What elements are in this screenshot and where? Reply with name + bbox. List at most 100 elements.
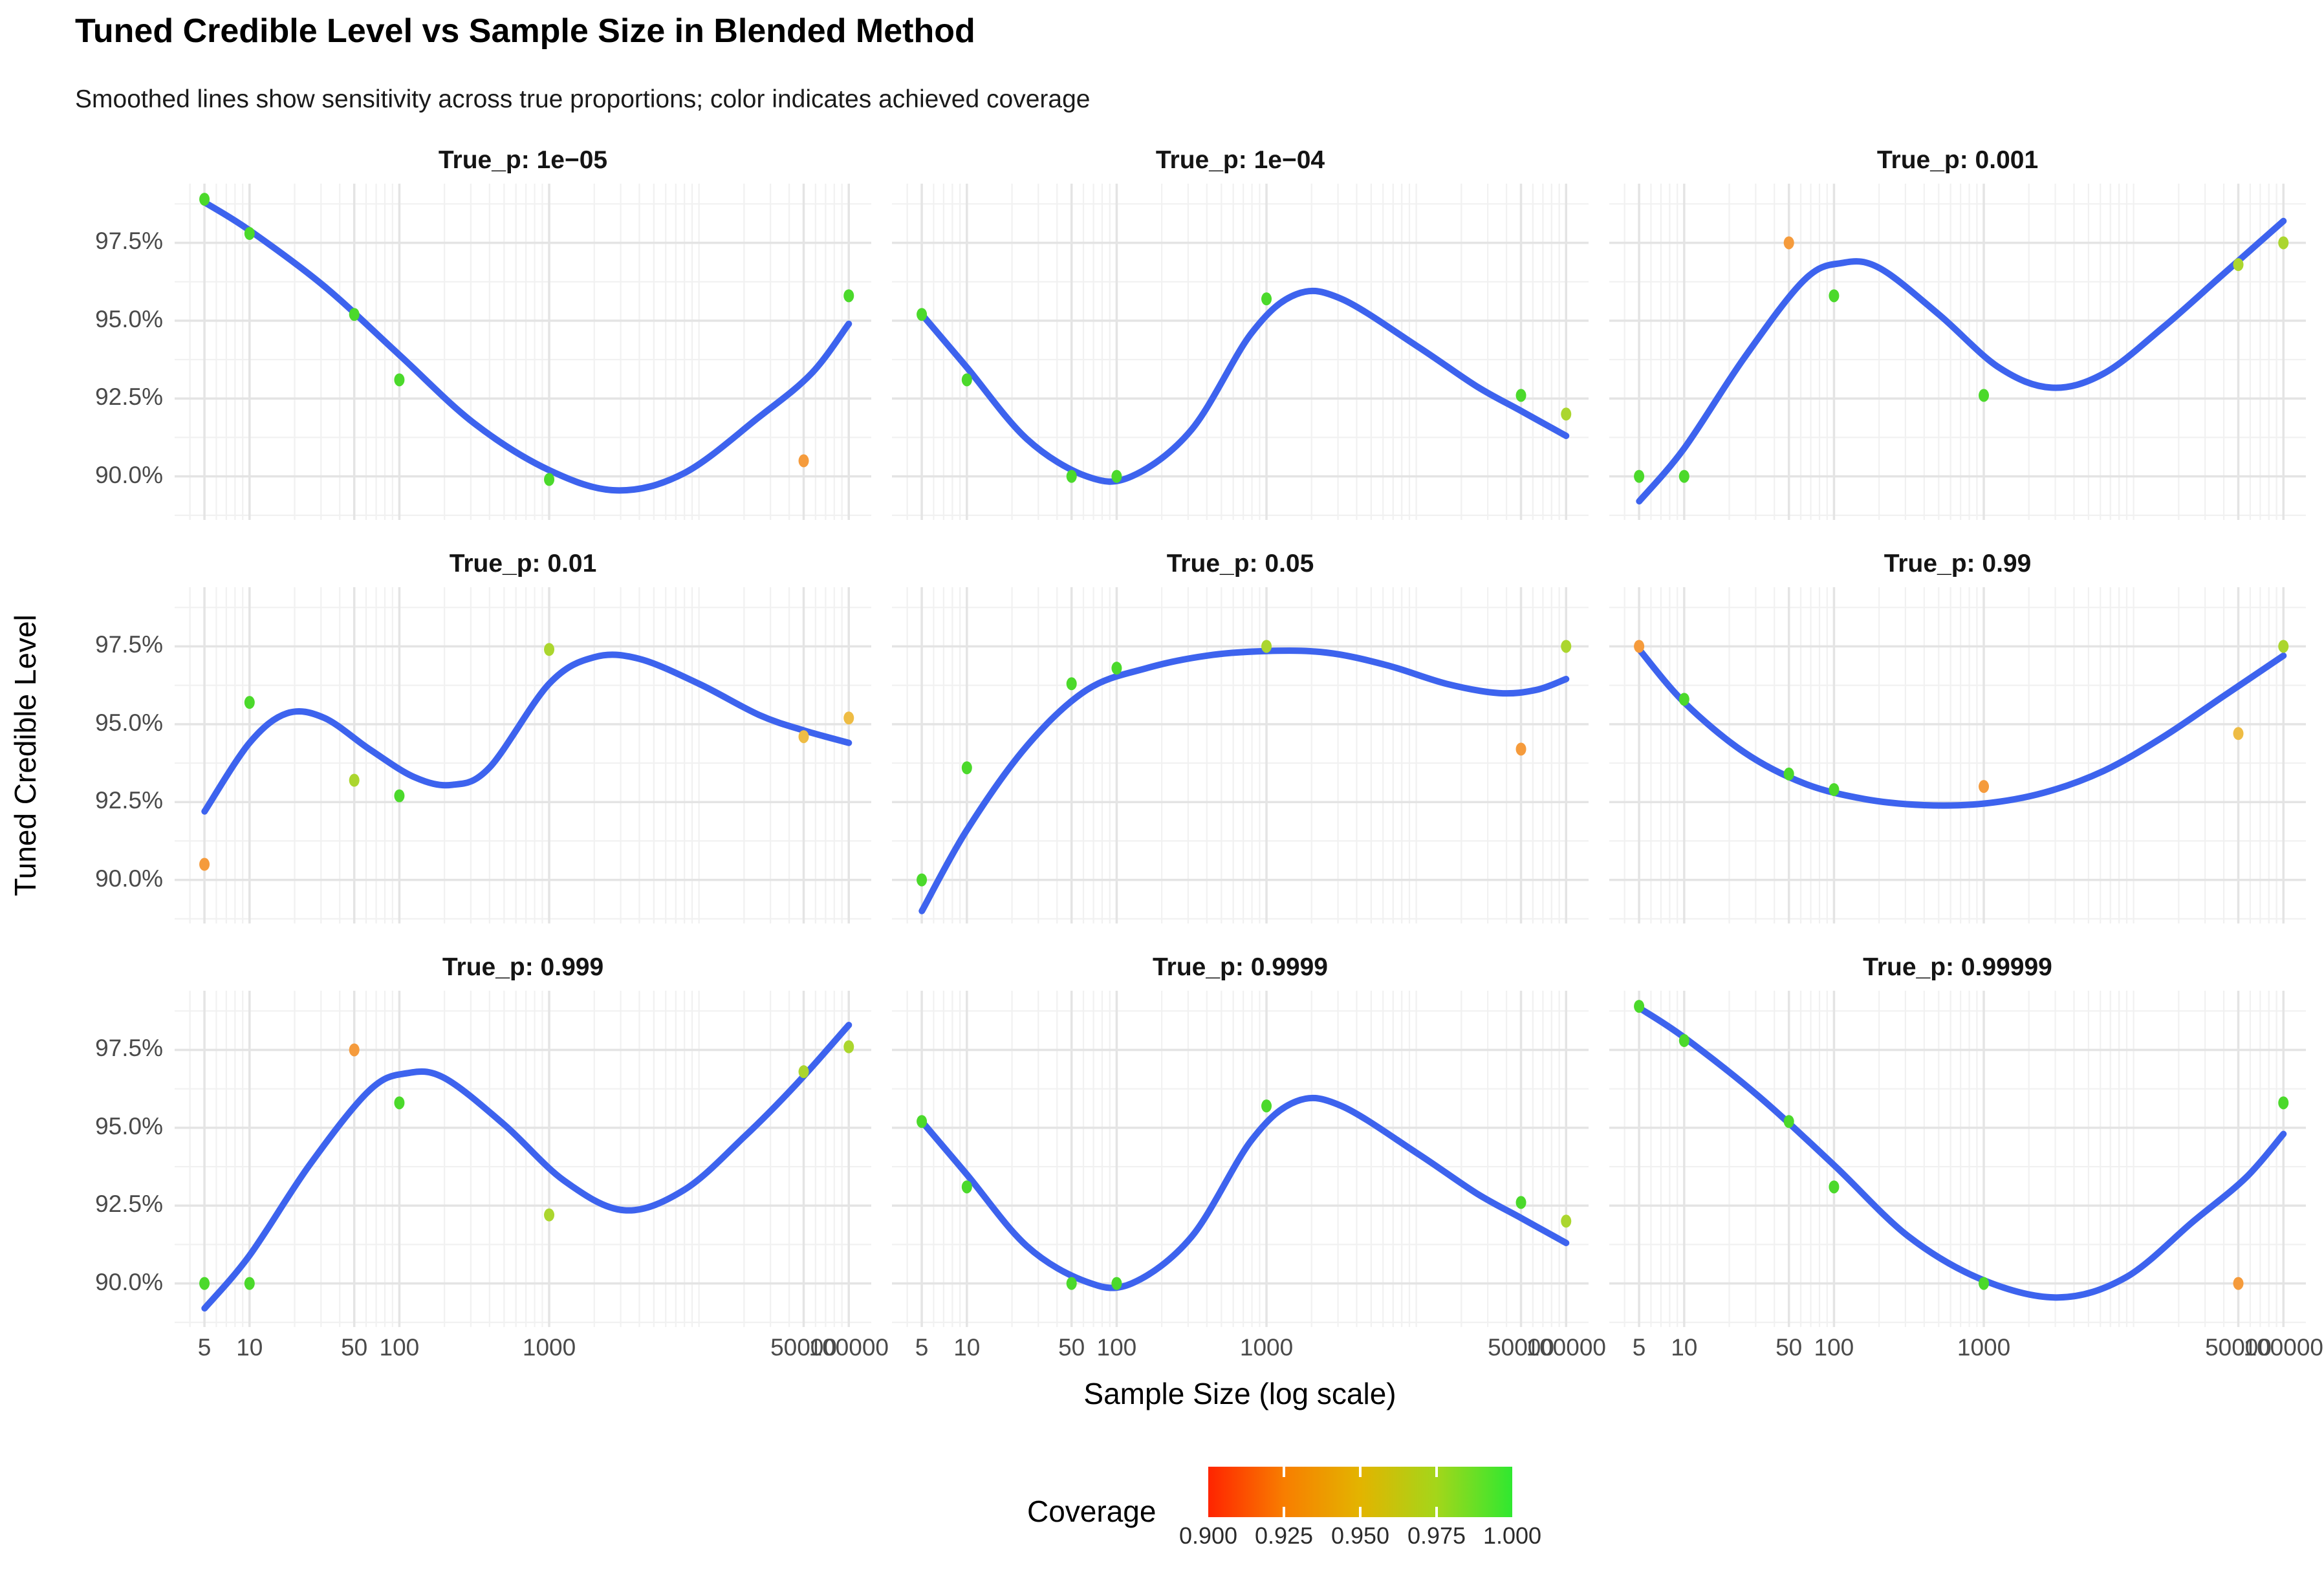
facet-panel-3 bbox=[1609, 184, 2306, 520]
y-tick-label: 97.5% bbox=[95, 631, 163, 658]
data-point bbox=[1561, 1214, 1572, 1228]
data-point bbox=[1979, 1277, 1990, 1290]
data-point bbox=[843, 1040, 854, 1053]
y-tick-label: 90.0% bbox=[95, 865, 163, 892]
data-point bbox=[1783, 767, 1794, 781]
y-tick-label: 90.0% bbox=[95, 1268, 163, 1295]
data-point bbox=[2278, 236, 2289, 250]
smooth-line bbox=[918, 1094, 1570, 1291]
legend-tick-label: 1.000 bbox=[1482, 1522, 1542, 1549]
legend-notch bbox=[1435, 1467, 1438, 1477]
y-tick-label: 95.0% bbox=[95, 305, 163, 332]
legend-notch bbox=[1359, 1467, 1362, 1477]
x-axis-title: Sample Size (log scale) bbox=[1083, 1377, 1396, 1410]
data-point bbox=[244, 227, 255, 241]
data-point bbox=[1261, 640, 1272, 653]
y-axis-title: Tuned Credible Level bbox=[8, 614, 42, 896]
data-point bbox=[1829, 783, 1840, 796]
data-point bbox=[2233, 258, 2244, 272]
y-tick-label: 92.5% bbox=[95, 1191, 163, 1218]
facet-strip-5: True_p: 0.05 bbox=[1166, 550, 1314, 578]
data-point bbox=[1829, 1180, 1840, 1194]
data-point bbox=[199, 193, 210, 206]
data-point bbox=[917, 308, 928, 321]
x-tick-label: 10 bbox=[953, 1334, 981, 1361]
data-point bbox=[394, 373, 405, 387]
x-tick-label: 1000 bbox=[1957, 1334, 2011, 1361]
x-tick-label: 100 bbox=[1096, 1334, 1137, 1361]
y-tick-label: 92.5% bbox=[95, 383, 163, 411]
data-point bbox=[1515, 1196, 1526, 1209]
data-point bbox=[199, 1277, 210, 1290]
facet-panel-2 bbox=[892, 184, 1589, 520]
smooth-line bbox=[918, 287, 1570, 485]
smooth-line bbox=[1636, 1004, 2287, 1301]
y-tick-label: 97.5% bbox=[95, 1035, 163, 1062]
data-point bbox=[1261, 292, 1272, 306]
data-point bbox=[1678, 1034, 1689, 1048]
data-point bbox=[1515, 389, 1526, 402]
x-tick-label: 100000 bbox=[809, 1334, 889, 1361]
data-point bbox=[1111, 1277, 1122, 1290]
x-tick-label: 100000 bbox=[1526, 1334, 1606, 1361]
smooth-line bbox=[201, 651, 852, 815]
legend-notch bbox=[1435, 1507, 1438, 1517]
x-tick-label: 1000 bbox=[1239, 1334, 1294, 1361]
data-point bbox=[544, 473, 555, 486]
x-tick-label: 100 bbox=[379, 1334, 420, 1361]
data-point bbox=[199, 858, 210, 871]
facet-strip-4: True_p: 0.01 bbox=[449, 550, 597, 578]
data-point bbox=[1066, 470, 1077, 483]
data-point bbox=[1979, 389, 1990, 402]
plot-subtitle: Smoothed lines show sensitivity across t… bbox=[75, 85, 1091, 113]
data-point bbox=[843, 711, 854, 725]
data-point bbox=[1634, 1000, 1645, 1013]
data-point bbox=[394, 1096, 405, 1110]
y-tick-label: 97.5% bbox=[95, 228, 163, 255]
facet-strip-7: True_p: 0.999 bbox=[442, 953, 604, 981]
page-title: Tuned Credible Level vs Sample Size in B… bbox=[75, 12, 975, 50]
x-tick-label: 5 bbox=[915, 1334, 929, 1361]
data-point bbox=[1678, 470, 1689, 483]
data-point bbox=[244, 1277, 255, 1290]
legend-tick-label: 0.900 bbox=[1178, 1522, 1238, 1549]
smooth-line bbox=[918, 647, 1570, 914]
facet-strip-3: True_p: 0.001 bbox=[1876, 146, 2039, 174]
smooth-line bbox=[201, 1022, 852, 1312]
legend-notch bbox=[1359, 1507, 1362, 1517]
data-point bbox=[1678, 693, 1689, 706]
legend-colorbar bbox=[1208, 1467, 1512, 1517]
data-point bbox=[917, 873, 928, 887]
data-point bbox=[1111, 470, 1122, 483]
data-point bbox=[798, 730, 809, 744]
facet-strip-6: True_p: 0.99 bbox=[1884, 550, 2032, 578]
data-point bbox=[244, 696, 255, 709]
data-point bbox=[1561, 640, 1572, 653]
y-tick-label: 90.0% bbox=[95, 461, 163, 488]
data-point bbox=[2233, 1277, 2244, 1290]
data-point bbox=[2278, 640, 2289, 653]
data-point bbox=[843, 289, 854, 303]
facet-panel-8 bbox=[892, 991, 1589, 1327]
facet-strip-9: True_p: 0.99999 bbox=[1863, 953, 2052, 981]
legend-notch bbox=[1283, 1467, 1285, 1477]
x-tick-label: 10 bbox=[1671, 1334, 1698, 1361]
x-tick-label: 1000 bbox=[522, 1334, 576, 1361]
legend-title: Coverage bbox=[1027, 1495, 1157, 1528]
data-point bbox=[1561, 407, 1572, 421]
data-point bbox=[544, 1208, 555, 1222]
x-tick-label: 50000 bbox=[2205, 1334, 2272, 1361]
facet-strip-1: True_p: 1e−05 bbox=[438, 146, 608, 174]
data-point bbox=[1783, 236, 1794, 250]
data-point bbox=[961, 1180, 972, 1194]
data-point bbox=[544, 643, 555, 656]
data-point bbox=[1066, 677, 1077, 691]
smooth-line bbox=[1636, 646, 2287, 809]
smooth-line bbox=[201, 199, 852, 494]
data-point bbox=[2233, 727, 2244, 740]
facet-strip-8: True_p: 0.9999 bbox=[1153, 953, 1328, 981]
legend-notch bbox=[1283, 1507, 1285, 1517]
data-point bbox=[1515, 742, 1526, 756]
data-point bbox=[1979, 780, 1990, 793]
y-tick-label: 92.5% bbox=[95, 787, 163, 814]
